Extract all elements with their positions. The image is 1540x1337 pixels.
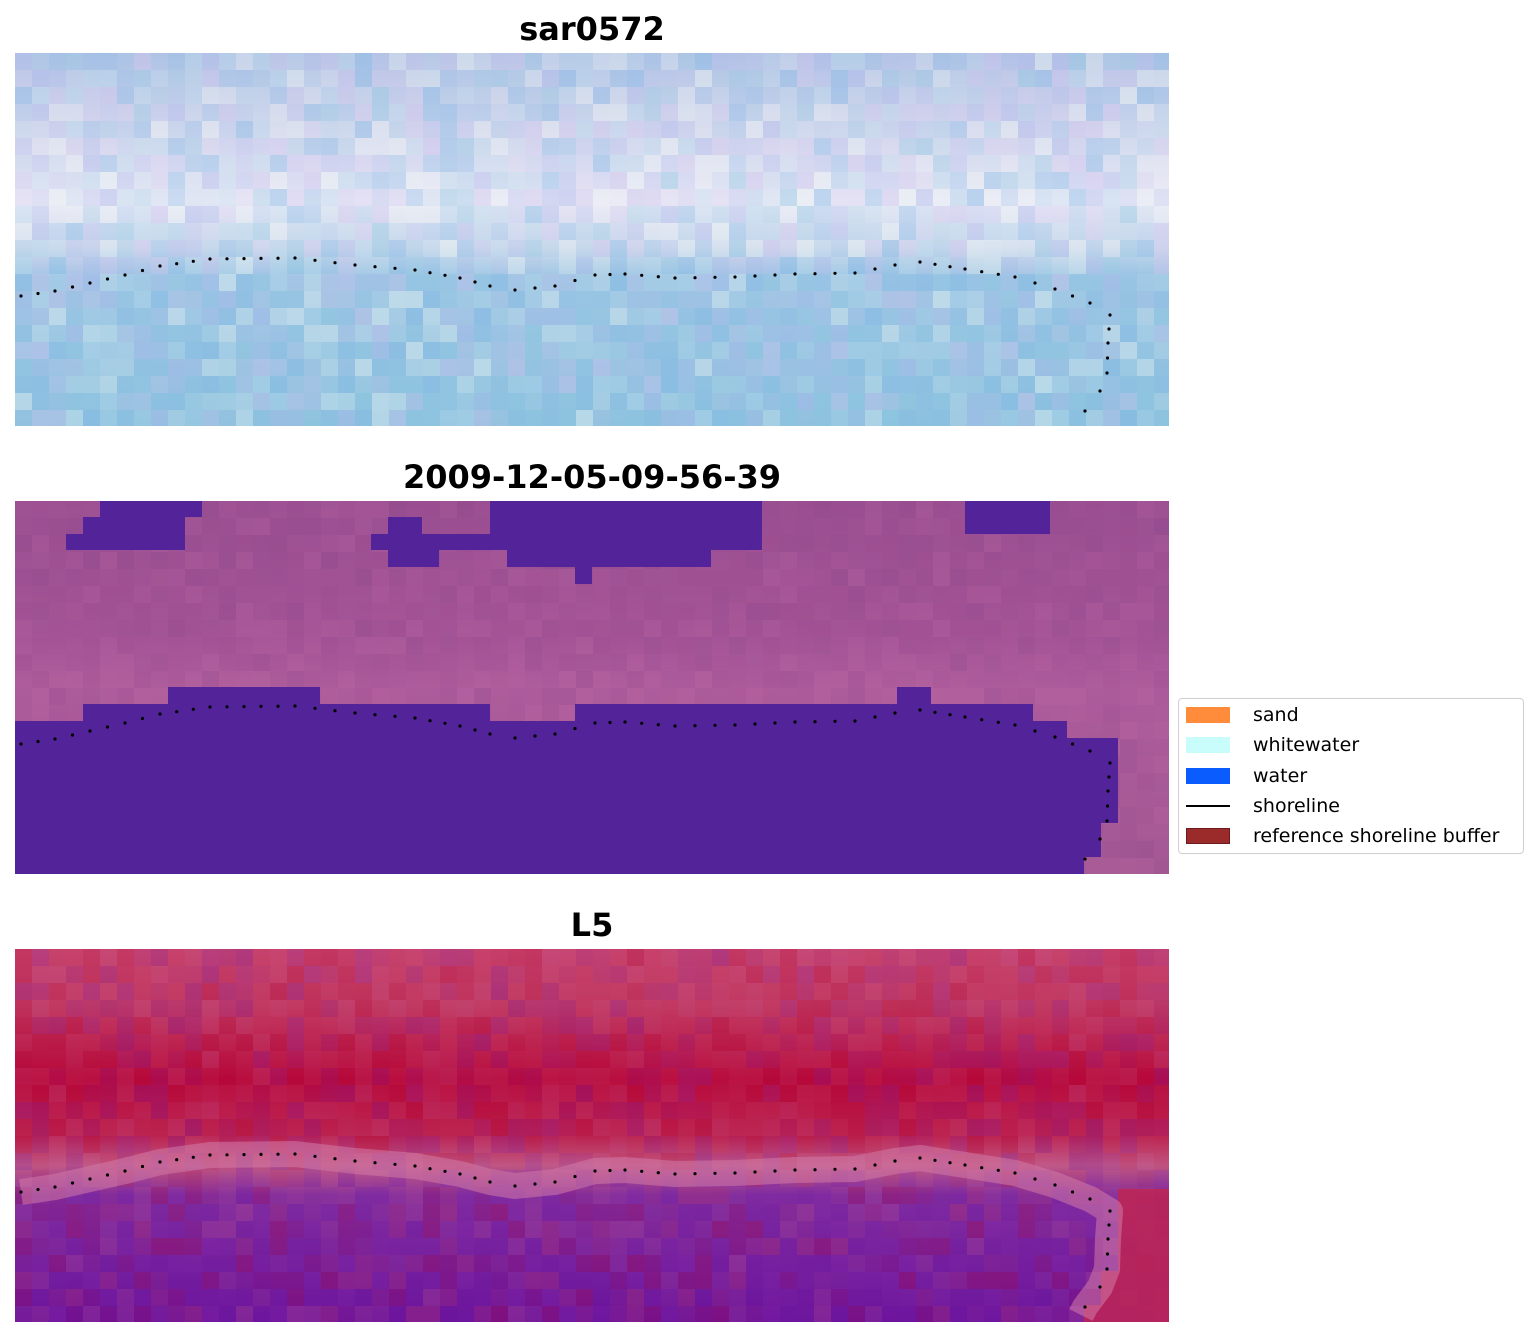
- legend-label: shoreline: [1253, 795, 1340, 817]
- shoreline: [19, 1141, 1123, 1321]
- whitewater-swatch: [1186, 737, 1230, 753]
- reference-buffer-swatch: [1186, 828, 1230, 844]
- shoreline: [19, 704, 1112, 861]
- legend-label: sand: [1253, 704, 1299, 726]
- panel-title-rgb: sar0572: [519, 10, 665, 48]
- water-class-region: [15, 501, 1118, 874]
- water-swatch: [1186, 768, 1230, 784]
- legend-label: reference shoreline buffer: [1253, 825, 1500, 847]
- sand-swatch: [1186, 707, 1230, 723]
- panel-title-l5: L5: [570, 906, 614, 944]
- legend-label: whitewater: [1253, 734, 1360, 756]
- classified-image: [15, 501, 1169, 874]
- shoreline-line-swatch: [1186, 805, 1230, 807]
- shoreline: [19, 256, 1112, 413]
- panel-title-classified: 2009-12-05-09-56-39: [402, 458, 782, 496]
- rgb-satellite-image: [15, 53, 1169, 426]
- legend: sand whitewater water shoreline referenc…: [1178, 698, 1524, 854]
- legend-label: water: [1253, 765, 1308, 787]
- mndwi-image: [15, 949, 1169, 1322]
